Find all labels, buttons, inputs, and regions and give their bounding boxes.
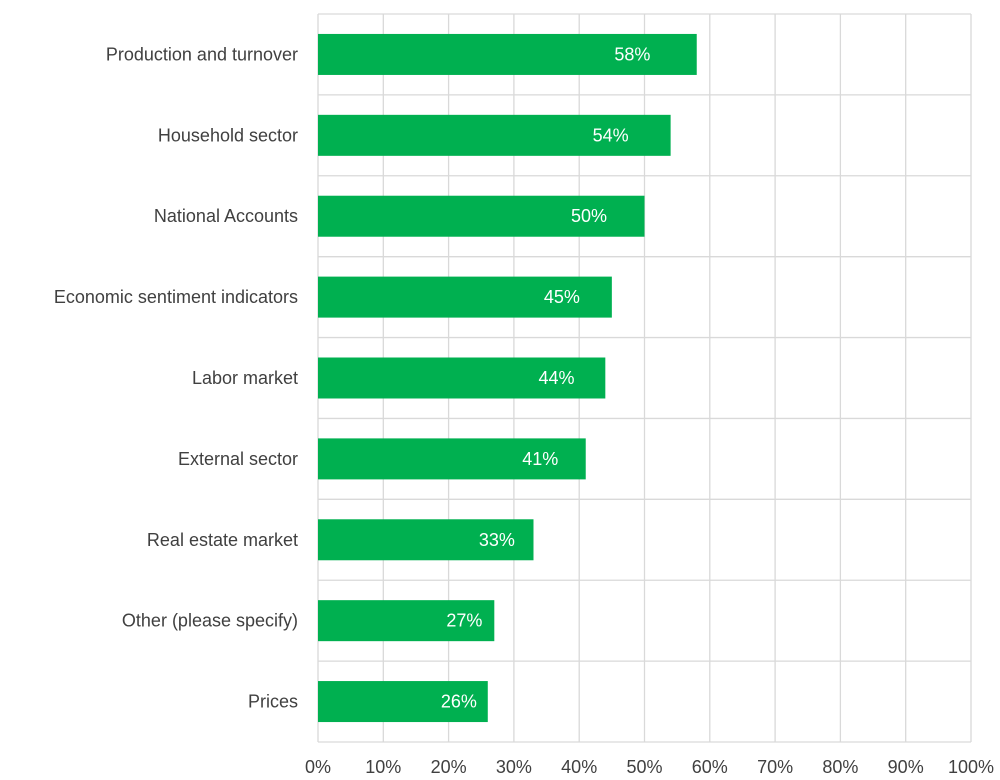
- category-label: Real estate market: [147, 530, 298, 550]
- category-label: National Accounts: [154, 206, 298, 226]
- data-label: 45%: [544, 287, 580, 307]
- bar: [318, 438, 586, 480]
- bars: [318, 33, 697, 723]
- bar: [318, 681, 488, 723]
- data-label: 27%: [446, 611, 482, 631]
- x-tick-label: 50%: [626, 757, 662, 777]
- x-tick-label: 100%: [948, 757, 994, 777]
- category-label: Other (please specify): [122, 611, 298, 631]
- bar: [318, 357, 606, 399]
- data-label: 41%: [522, 449, 558, 469]
- x-tick-label: 30%: [496, 757, 532, 777]
- category-label: Production and turnover: [106, 44, 298, 64]
- x-tick-label: 60%: [692, 757, 728, 777]
- data-label: 33%: [479, 530, 515, 550]
- bar: [318, 276, 612, 318]
- bar: [318, 519, 534, 561]
- data-label: 44%: [538, 368, 574, 388]
- x-tick-label: 70%: [757, 757, 793, 777]
- data-label: 54%: [593, 125, 629, 145]
- category-label: Household sector: [158, 125, 298, 145]
- x-tick-label: 0%: [305, 757, 331, 777]
- bar: [318, 195, 645, 237]
- bar: [318, 114, 671, 156]
- category-labels: Production and turnover Household sector N…: [54, 44, 298, 711]
- x-axis-tick-labels: 0% 10% 20% 30% 40% 50% 60% 70% 80% 90% 100%: [305, 757, 994, 777]
- data-label: 58%: [614, 44, 650, 64]
- data-label: 26%: [441, 692, 477, 712]
- category-label: External sector: [178, 449, 298, 469]
- bar: [318, 33, 697, 75]
- x-tick-label: 10%: [365, 757, 401, 777]
- data-labels: 58% 54% 50% 45% 44% 41% 33% 27% 26%: [441, 44, 650, 711]
- category-label: Prices: [248, 692, 298, 712]
- x-tick-label: 90%: [888, 757, 924, 777]
- category-label: Labor market: [192, 368, 298, 388]
- x-tick-label: 80%: [822, 757, 858, 777]
- x-tick-label: 20%: [431, 757, 467, 777]
- bar: [318, 600, 495, 642]
- category-label: Economic sentiment indicators: [54, 287, 298, 307]
- data-label: 50%: [571, 206, 607, 226]
- x-tick-label: 40%: [561, 757, 597, 777]
